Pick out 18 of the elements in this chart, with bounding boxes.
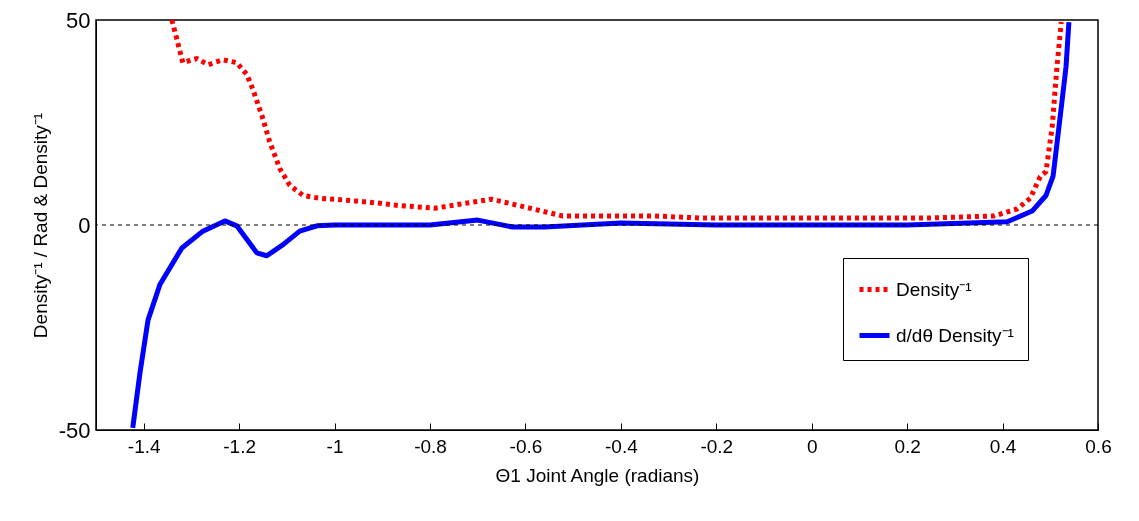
x-tick-label: -0.4 <box>604 435 639 457</box>
x-tick-label: 0.4 <box>989 435 1017 457</box>
y-tick-label: 0 <box>78 212 91 238</box>
x-tick-label: 0.6 <box>1085 435 1112 457</box>
legend-label: d/dθ Density⁻¹ <box>896 324 1014 346</box>
y-tick-label: -50 <box>58 417 91 443</box>
x-tick-label: -0.6 <box>509 435 543 457</box>
x-tick-label: -1.4 <box>127 435 162 457</box>
y-axis-title: Density⁻¹ / Rad & Density⁻¹ <box>29 112 51 339</box>
x-tick-label: 0 <box>806 435 818 457</box>
x-tick-label: -0.8 <box>414 435 447 457</box>
x-axis-title: Θ1 Joint Angle (radians) <box>495 464 700 486</box>
x-tick-label: -1.2 <box>223 435 257 457</box>
y-tick-label: 50 <box>66 7 91 33</box>
x-tick-label: -0.2 <box>700 435 734 457</box>
x-tick-label: -1 <box>326 435 344 457</box>
legend-label: Density⁻¹ <box>896 278 972 300</box>
x-tick-label: 0.2 <box>894 435 921 457</box>
